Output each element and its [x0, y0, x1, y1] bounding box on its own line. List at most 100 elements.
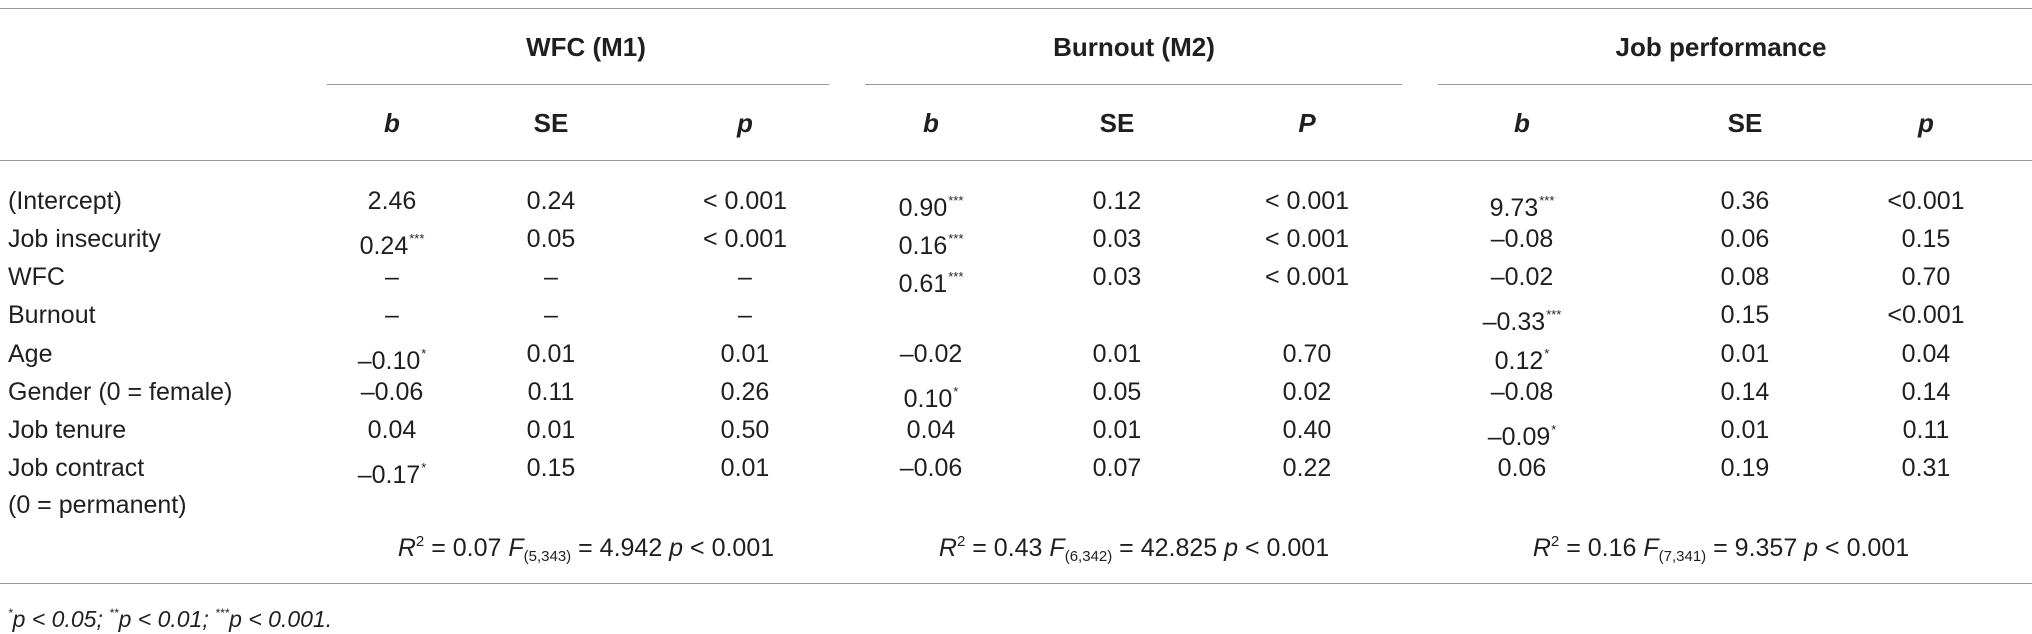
cell-value: 0.16 — [898, 232, 948, 260]
row-label: (Intercept) — [8, 187, 122, 215]
cell-value: < 0.001 — [702, 187, 788, 215]
significance-footnote: *p < 0.05; **p < 0.01; ***p < 0.001. — [8, 598, 332, 634]
cell-value: 0.70 — [1901, 263, 1951, 291]
table-cell: – — [738, 262, 752, 292]
table-cell: 9.73*** — [1490, 186, 1555, 223]
table-cell: 0.03 — [1093, 262, 1142, 292]
cell-value: 0.24 — [359, 232, 409, 260]
table-cell: 0.04 — [1902, 339, 1951, 369]
column-header: SE — [533, 108, 569, 138]
significance-marker: *** — [1546, 307, 1562, 322]
table-cell: –0.08 — [1491, 224, 1554, 254]
cell-value: –0.17 — [357, 461, 421, 489]
table-cell: 0.11 — [1903, 415, 1950, 445]
p-value: < 0.001 — [1238, 534, 1330, 562]
table-cell: 0.15 — [1902, 224, 1951, 254]
cell-value: 0.12 — [1494, 347, 1544, 375]
r2-symbol: R — [397, 534, 416, 562]
table-cell: 0.02 — [1283, 377, 1332, 407]
cell-value: 0.04 — [906, 416, 956, 444]
cell-value: 0.36 — [1720, 187, 1770, 215]
row-label: Burnout — [8, 301, 96, 329]
table-cell: –0.06 — [361, 377, 424, 407]
table-cell: 0.04 — [368, 415, 417, 445]
cell-value: 0.61 — [898, 270, 948, 298]
p-value: < 0.001 — [1818, 534, 1910, 562]
significance-marker: *** — [948, 269, 964, 284]
cell-value: –0.02 — [899, 340, 963, 368]
cell-value: 0.01 — [1092, 340, 1142, 368]
cell-value: 0.24 — [526, 187, 576, 215]
cell-value: 0.70 — [1282, 340, 1332, 368]
table-cell: < 0.001 — [1265, 224, 1349, 254]
table-cell: 0.01 — [527, 339, 576, 369]
cell-value: < 0.001 — [1264, 187, 1350, 215]
cell-value: 0.31 — [1901, 454, 1951, 482]
cell-value: 0.03 — [1092, 263, 1142, 291]
cell-value: 0.01 — [1720, 416, 1770, 444]
table-cell: 0.12* — [1495, 339, 1550, 376]
significance-marker: * — [1544, 346, 1550, 361]
cell-value: –0.33 — [1482, 308, 1546, 336]
cell-value: 0.15 — [1901, 225, 1951, 253]
column-header: SE — [1727, 108, 1763, 138]
cell-value: – — [738, 301, 752, 329]
cell-value: < 0.001 — [1264, 225, 1350, 253]
table-cell: 0.01 — [1093, 415, 1142, 445]
cell-value: 0.15 — [526, 454, 576, 482]
f-symbol: F — [1049, 534, 1065, 562]
cell-value: 0.15 — [1720, 301, 1770, 329]
significance-marker: *** — [409, 231, 425, 246]
cell-value: 0.04 — [1901, 340, 1951, 368]
table-cell: 0.24*** — [360, 224, 425, 261]
row-label: Age — [8, 340, 53, 368]
table-cell: 0.15 — [527, 453, 576, 483]
cell-value: 0.10 — [903, 385, 953, 413]
f-value: = 4.942 — [571, 534, 670, 562]
table-cell: 0.61*** — [899, 262, 964, 299]
row-label: Job contract — [8, 454, 145, 482]
table-cell: 0.22 — [1283, 453, 1332, 483]
cell-value: 0.12 — [1092, 187, 1142, 215]
table-cell: 0.01 — [1721, 339, 1770, 369]
cell-value: –0.09 — [1487, 423, 1551, 451]
table-cell: 0.70 — [1283, 339, 1332, 369]
r2-symbol: R — [938, 534, 957, 562]
table-cell: – — [544, 262, 558, 292]
cell-value: – — [544, 263, 558, 291]
table-cell: 0.70 — [1902, 262, 1951, 292]
f-value: = 42.825 — [1112, 534, 1225, 562]
table-cell: 0.01 — [1721, 415, 1770, 445]
cell-value: 0.07 — [1092, 454, 1142, 482]
cell-value: –0.10 — [357, 347, 421, 375]
footnote-marker: * — [8, 606, 13, 620]
table-cell: –0.09* — [1488, 415, 1557, 452]
top-rule — [0, 8, 2032, 9]
column-header: P — [1298, 108, 1316, 138]
f-degrees-of-freedom: (7,341) — [1658, 548, 1707, 565]
row-label: Gender (0 = female) — [8, 378, 233, 406]
table-cell: 0.05 — [1093, 377, 1142, 407]
cell-value: 0.02 — [1282, 378, 1332, 406]
r2-symbol: R — [1532, 534, 1551, 562]
footnote-text: p < 0.01; — [118, 606, 216, 632]
cell-value: 0.01 — [720, 454, 770, 482]
footnote-text: p < 0.05; — [12, 606, 110, 632]
footnote-text: p < 0.001. — [229, 606, 333, 632]
table-cell: –0.02 — [900, 339, 963, 369]
row-label: WFC — [8, 263, 65, 291]
cell-value: 0.01 — [1092, 416, 1142, 444]
group-header-wfc: WFC (M1) — [526, 32, 646, 62]
table-cell: – — [544, 300, 558, 330]
cell-value: < 0.001 — [1264, 263, 1350, 291]
p-value: < 0.001 — [683, 534, 775, 562]
cell-value: 2.46 — [367, 187, 417, 215]
r2-value: = 0.43 — [965, 534, 1050, 562]
table-cell: 0.16*** — [899, 224, 964, 261]
column-header: SE — [1099, 108, 1135, 138]
cell-value: 0.90 — [898, 194, 948, 222]
table-cell: < 0.001 — [1265, 262, 1349, 292]
table-cell: –0.06 — [900, 453, 963, 483]
table-cell: 0.12 — [1093, 186, 1142, 216]
table-cell: 0.06 — [1498, 453, 1547, 483]
